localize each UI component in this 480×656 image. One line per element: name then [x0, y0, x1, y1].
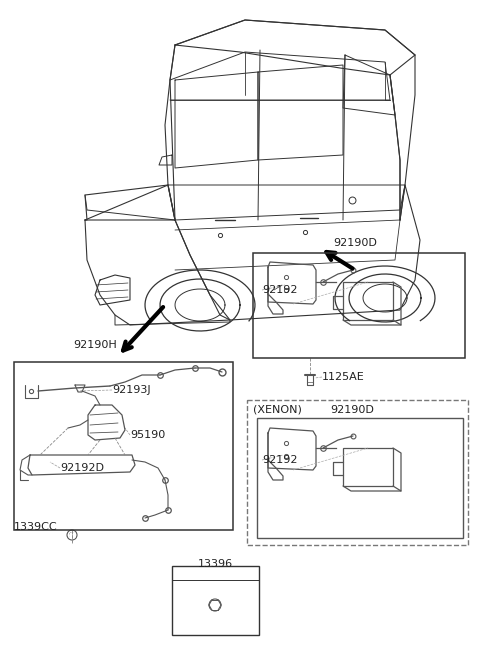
- Text: (XENON): (XENON): [253, 405, 302, 415]
- Text: 1125AE: 1125AE: [322, 372, 365, 382]
- Text: 92190D: 92190D: [333, 238, 377, 248]
- Text: 1339CC: 1339CC: [14, 522, 58, 532]
- Text: 92190D: 92190D: [330, 405, 374, 415]
- Text: 92192: 92192: [262, 455, 298, 465]
- Text: 92190H: 92190H: [73, 340, 117, 350]
- Text: 92192D: 92192D: [60, 463, 104, 473]
- Text: 92192: 92192: [262, 285, 298, 295]
- Text: 95190: 95190: [130, 430, 165, 440]
- Text: 13396: 13396: [197, 559, 233, 569]
- Text: 92193J: 92193J: [112, 385, 151, 395]
